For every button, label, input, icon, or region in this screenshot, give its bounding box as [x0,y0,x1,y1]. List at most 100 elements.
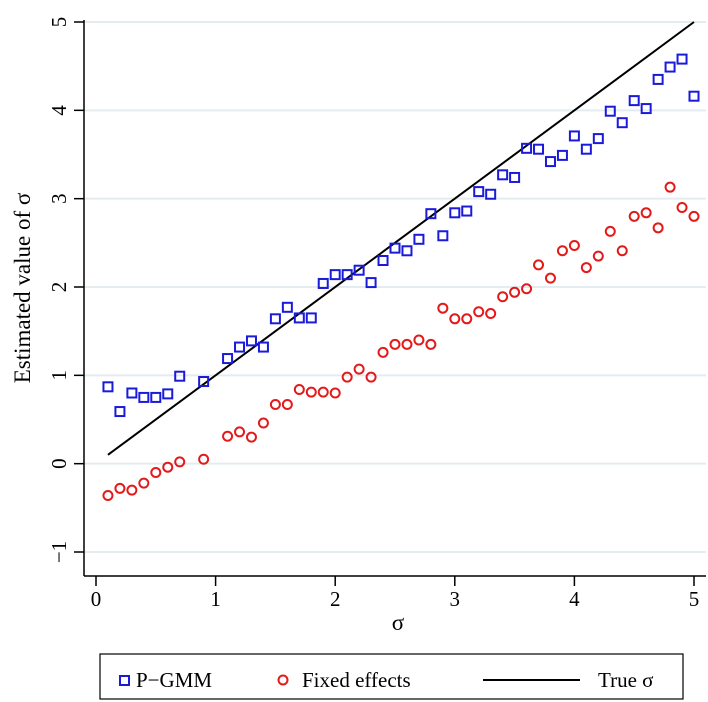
fixed-effects-point [245,431,257,443]
fixed-effects-point [640,207,652,219]
pgmm-point [449,207,461,219]
pgmm-point [389,242,401,254]
y-tick-label: 0 [47,458,71,469]
pgmm-point [544,156,556,168]
fixed-effects-point [222,430,234,442]
pgmm-point [114,406,126,418]
x-tick-label: 2 [330,587,341,611]
fixed-effects-point [269,398,281,410]
fixed-effects-point [556,245,568,257]
pgmm-point [473,186,485,198]
fixed-effects-point [568,239,580,251]
pgmm-point [425,208,437,220]
true-sigma-line-path [107,21,695,456]
pgmm-point [317,277,329,289]
pgmm-point [461,205,473,217]
fixed-effects-point [281,398,293,410]
pgmm-point [281,301,293,313]
fixed-effects-point [126,484,138,496]
fixed-effects-point [461,313,473,325]
pgmm-point [521,142,533,154]
fixed-effects-point [329,387,341,399]
true-sigma-line [107,21,695,456]
pgmm-point [222,353,234,365]
y-tick-label: 1 [47,370,71,381]
fixed-effects-point [628,210,640,222]
pgmm-point [257,341,269,353]
pgmm-point [293,312,305,324]
pgmm-point [198,376,210,388]
pgmm-point [568,130,580,142]
fixed-effects-point [664,181,676,193]
legend-label-true-sigma: True σ [598,668,653,692]
fixed-effects-point [688,210,700,222]
pgmm-point [509,171,521,183]
fixed-effects-point [497,291,509,303]
fixed-effects-point [544,272,556,284]
fixed-effects-point [102,489,114,501]
y-tick-label: 2 [47,282,71,293]
y-tick-label: 4 [47,105,71,116]
axis-ticks: −1 0 1 2 3 4 5 0 1 2 3 4 5 [47,17,699,611]
fixed-effects-point [521,283,533,295]
fixed-effects-point [652,222,664,234]
fixed-effects-point [114,482,126,494]
legend-label-pgmm: P−GMM [136,668,212,692]
pgmm-point [628,95,640,107]
y-tick-label: 5 [47,17,71,28]
axes [83,20,706,577]
fixed-effects-point [533,259,545,271]
fixed-effects-point [509,286,521,298]
pgmm-point [234,341,246,353]
fixed-effects-point [341,371,353,383]
fixed-effects-point [377,346,389,358]
pgmm-point [305,312,317,324]
fixed-effects-point [365,371,377,383]
x-tick-label: 5 [689,587,700,611]
pgmm-point [533,143,545,155]
fixed-effects-point [174,456,186,468]
fixed-effects-point [317,386,329,398]
fixed-effects-point [234,426,246,438]
x-tick-label: 1 [210,587,221,611]
pgmm-point [413,233,425,245]
fixed-effects-point [592,250,604,262]
pgmm-point [102,381,114,393]
fixed-effects-point [150,467,162,478]
fixed-effects-point [413,334,425,346]
pgmm-point [150,391,162,403]
fixed-effects-point [449,313,461,325]
fixed-effects-point [257,417,269,429]
fixed-effects-point [138,477,150,489]
pgmm-point [664,61,676,73]
y-tick-label: −1 [47,541,71,563]
pgmm-point [138,391,150,403]
pgmm-point [688,90,700,102]
pgmm-point [676,53,688,65]
legend: P−GMM Fixed effects True σ [99,653,684,700]
pgmm-point [377,255,389,266]
data-points [102,53,700,501]
fixed-effects-point [389,338,401,350]
pgmm-point [485,188,497,200]
pgmm-point [616,117,628,129]
pgmm-point [269,313,281,325]
pgmm-point [556,149,568,161]
legend-circle-icon [277,674,289,686]
fixed-effects-point [580,262,592,274]
y-tick-label: 3 [47,193,71,204]
pgmm-point [401,245,413,257]
pgmm-point [365,277,377,289]
pgmm-point [353,264,365,276]
legend-label-fixed-effects: Fixed effects [302,668,411,692]
fixed-effects-point [473,306,485,318]
fixed-effects-point [401,338,413,350]
legend-box [99,653,684,700]
pgmm-point [604,105,616,117]
pgmm-point [245,335,257,347]
pgmm-point [592,133,604,145]
fixed-effects-point [604,225,616,237]
x-tick-label: 3 [450,587,461,611]
fixed-effects-point [305,386,317,398]
